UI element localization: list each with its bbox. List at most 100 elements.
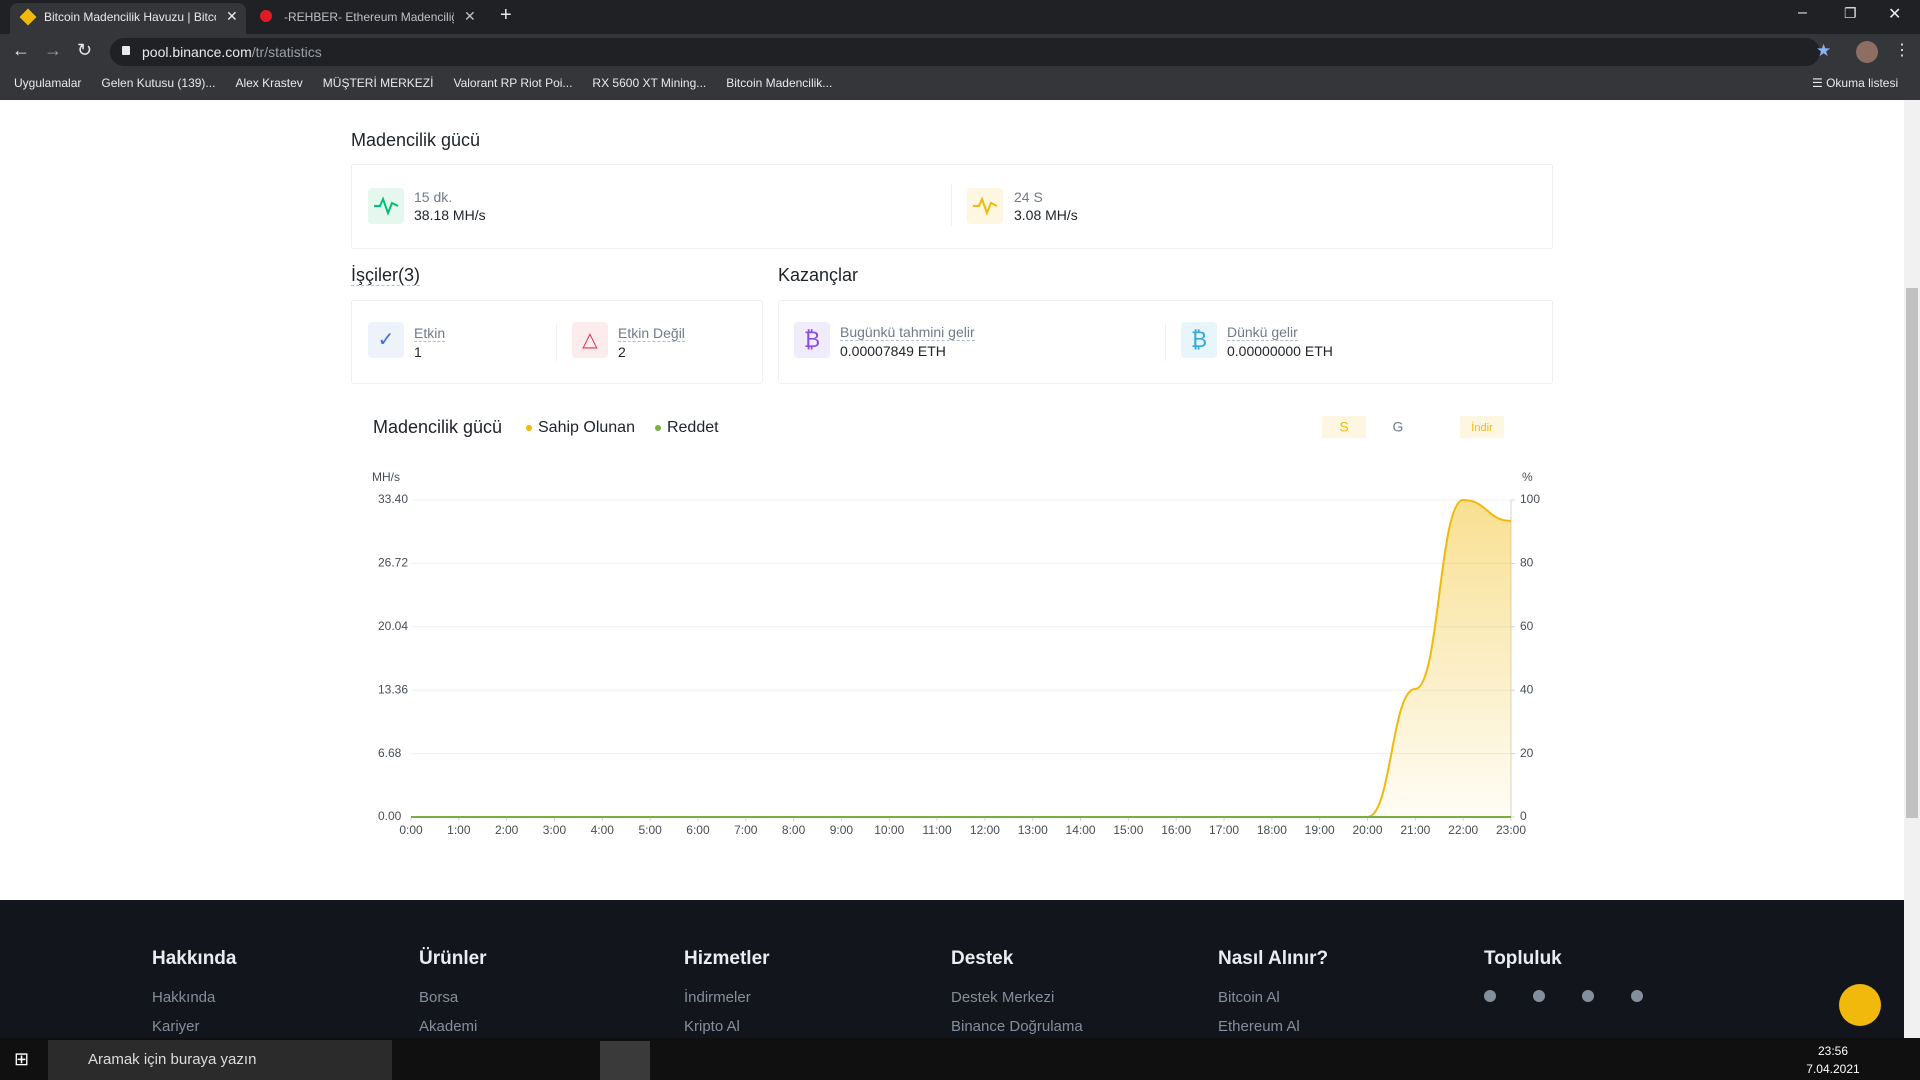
forward[interactable]: →	[44, 40, 62, 61]
footer-link[interactable]: Kariyer	[152, 1018, 200, 1035]
bookmark[interactable]: Gelen Kutusu (139)...	[101, 76, 215, 90]
omnibox[interactable]	[110, 38, 1820, 66]
check-icon: ✓	[368, 322, 404, 358]
footer-link[interactable]: Kripto Al	[684, 1018, 740, 1035]
chat-button[interactable]	[1839, 984, 1881, 1026]
footer-link[interactable]: İndirmeler	[684, 989, 751, 1006]
footer-link[interactable]: Destek Merkezi	[951, 989, 1054, 1006]
hashrate-label: 15 dk.	[414, 189, 452, 205]
line	[411, 500, 1511, 817]
footer-heading: Nasıl Alınır?	[1218, 948, 1328, 970]
bookmark[interactable]: RX 5600 XT Mining...	[592, 76, 706, 90]
y-tick-label: 6.68	[378, 746, 402, 760]
button-label[interactable]: İndir	[1471, 421, 1493, 434]
footer-heading: Hakkında	[152, 948, 236, 970]
social-icon[interactable]	[1631, 990, 1643, 1002]
x-tick-label: 8:00	[782, 823, 806, 837]
y-tick-label: 20.04	[378, 619, 408, 633]
bookmark[interactable]: Valorant RP Riot Poi...	[453, 76, 572, 90]
y2-tick-label: 80	[1520, 556, 1534, 570]
x-tick-label: 10:00	[874, 823, 904, 837]
social-icon[interactable]	[1582, 990, 1594, 1002]
worker-label[interactable]: Etkin	[414, 325, 445, 342]
earning-label[interactable]: Bugünkü tahmini gelir	[840, 324, 975, 341]
bookmark[interactable]: Uygulamalar	[14, 76, 81, 90]
url-path: /tr/statistics	[252, 44, 322, 60]
footer-link[interactable]: Binance Doğrulama	[951, 1018, 1083, 1035]
earning-value: 0.00007849 ETH	[840, 343, 946, 359]
bookmark[interactable]: Bitcoin Madencilik...	[726, 76, 832, 90]
footer-heading: Topluluk	[1484, 948, 1562, 970]
bookmark[interactable]: Alex Krastev	[235, 76, 302, 90]
x-tick-label: 12:00	[970, 823, 1000, 837]
pulse-icon	[368, 188, 404, 224]
y-tick-label: 33.40	[378, 492, 408, 506]
url-host: pool.binance.com	[142, 44, 252, 60]
tab-close[interactable]: ✕	[464, 8, 476, 25]
pulse-glyph	[967, 188, 1003, 224]
social-icon[interactable]	[1484, 990, 1496, 1002]
restore[interactable]: ❐	[1844, 5, 1857, 22]
earning-label[interactable]: Dünkü gelir	[1227, 324, 1298, 341]
tab-title[interactable]: -REHBER- Ethereum Madenciliği	[284, 10, 454, 24]
profile[interactable]	[1856, 41, 1878, 63]
button-label[interactable]: S	[1339, 419, 1348, 435]
y2-tick-label: 60	[1520, 619, 1534, 633]
button-label[interactable]: G	[1393, 419, 1404, 435]
tab-close[interactable]: ✕	[226, 8, 238, 25]
y2-tick-label: 20	[1520, 746, 1534, 760]
x-tick-label: 17:00	[1209, 823, 1239, 837]
hashrate-value: 3.08 MH/s	[1014, 207, 1078, 223]
close[interactable]: ✕	[1888, 4, 1901, 24]
lock-icon	[122, 46, 130, 55]
reading-list-label: Okuma listesi	[1826, 76, 1898, 90]
bookmark-star[interactable]: ★	[1816, 41, 1831, 61]
x-tick-label: 11:00	[923, 823, 952, 837]
worker-value: 1	[414, 344, 422, 360]
legend-label[interactable]: Sahip Olunan	[538, 419, 635, 436]
x-tick-label: 9:00	[830, 823, 854, 837]
coin-icon: ₿	[1181, 322, 1217, 358]
x-tick-label: 18:00	[1257, 823, 1287, 837]
x-tick-label: 2:00	[495, 823, 519, 837]
footer-link[interactable]: Borsa	[419, 989, 458, 1006]
scrollbar-thumb[interactable]	[1906, 288, 1918, 818]
reload[interactable]: ↻	[77, 40, 92, 61]
social-icon[interactable]	[1533, 990, 1545, 1002]
reading-list[interactable]: ☰ Okuma listesi	[1812, 76, 1898, 90]
worker-value: 2	[618, 344, 626, 360]
footer-link[interactable]: Ethereum Al	[1218, 1018, 1300, 1035]
hashrate-card	[351, 164, 1553, 249]
y-axis-label: MH/s	[372, 470, 400, 484]
legend-label[interactable]: Reddet	[667, 419, 719, 436]
area	[411, 500, 1511, 817]
footer-heading: Ürünler	[419, 948, 487, 970]
chart-title: Madencilik gücü	[373, 417, 502, 437]
new-tab[interactable]: +	[500, 4, 512, 27]
url[interactable]: pool.binance.com/tr/statistics	[142, 44, 322, 60]
bookmark[interactable]: MÜŞTERİ MERKEZİ	[323, 76, 434, 90]
tab-title[interactable]: Bitcoin Madencilik Havuzu | Bitco	[44, 10, 216, 24]
pulse-glyph	[368, 188, 404, 224]
footer-heading: Hizmetler	[684, 948, 770, 970]
active-app[interactable]	[600, 1041, 650, 1080]
footer-link[interactable]: Akademi	[419, 1018, 477, 1035]
divider	[556, 323, 557, 361]
y2-axis-label: %	[1522, 470, 1533, 484]
footer-link[interactable]: Bitcoin Al	[1218, 989, 1280, 1006]
worker-label[interactable]: Etkin Değil	[618, 325, 685, 342]
minimize[interactable]: –	[1798, 4, 1807, 22]
bookmark-list: Uygulamalar Gelen Kutusu (139)... Alex Kra…	[14, 76, 832, 90]
hashrate-label: 24 S	[1014, 189, 1043, 205]
back[interactable]: ←	[12, 40, 30, 61]
divider	[951, 184, 952, 226]
workers-card	[351, 300, 763, 384]
x-tick-label: 6:00	[686, 823, 710, 837]
divider	[1165, 323, 1166, 361]
section-title[interactable]: İşçiler(3)	[351, 265, 420, 286]
section-title: Kazançlar	[778, 265, 858, 286]
menu[interactable]: ⋮	[1894, 40, 1910, 60]
footer-link[interactable]: Hakkında	[152, 989, 215, 1006]
start-button[interactable]: ⊞	[14, 1049, 29, 1070]
